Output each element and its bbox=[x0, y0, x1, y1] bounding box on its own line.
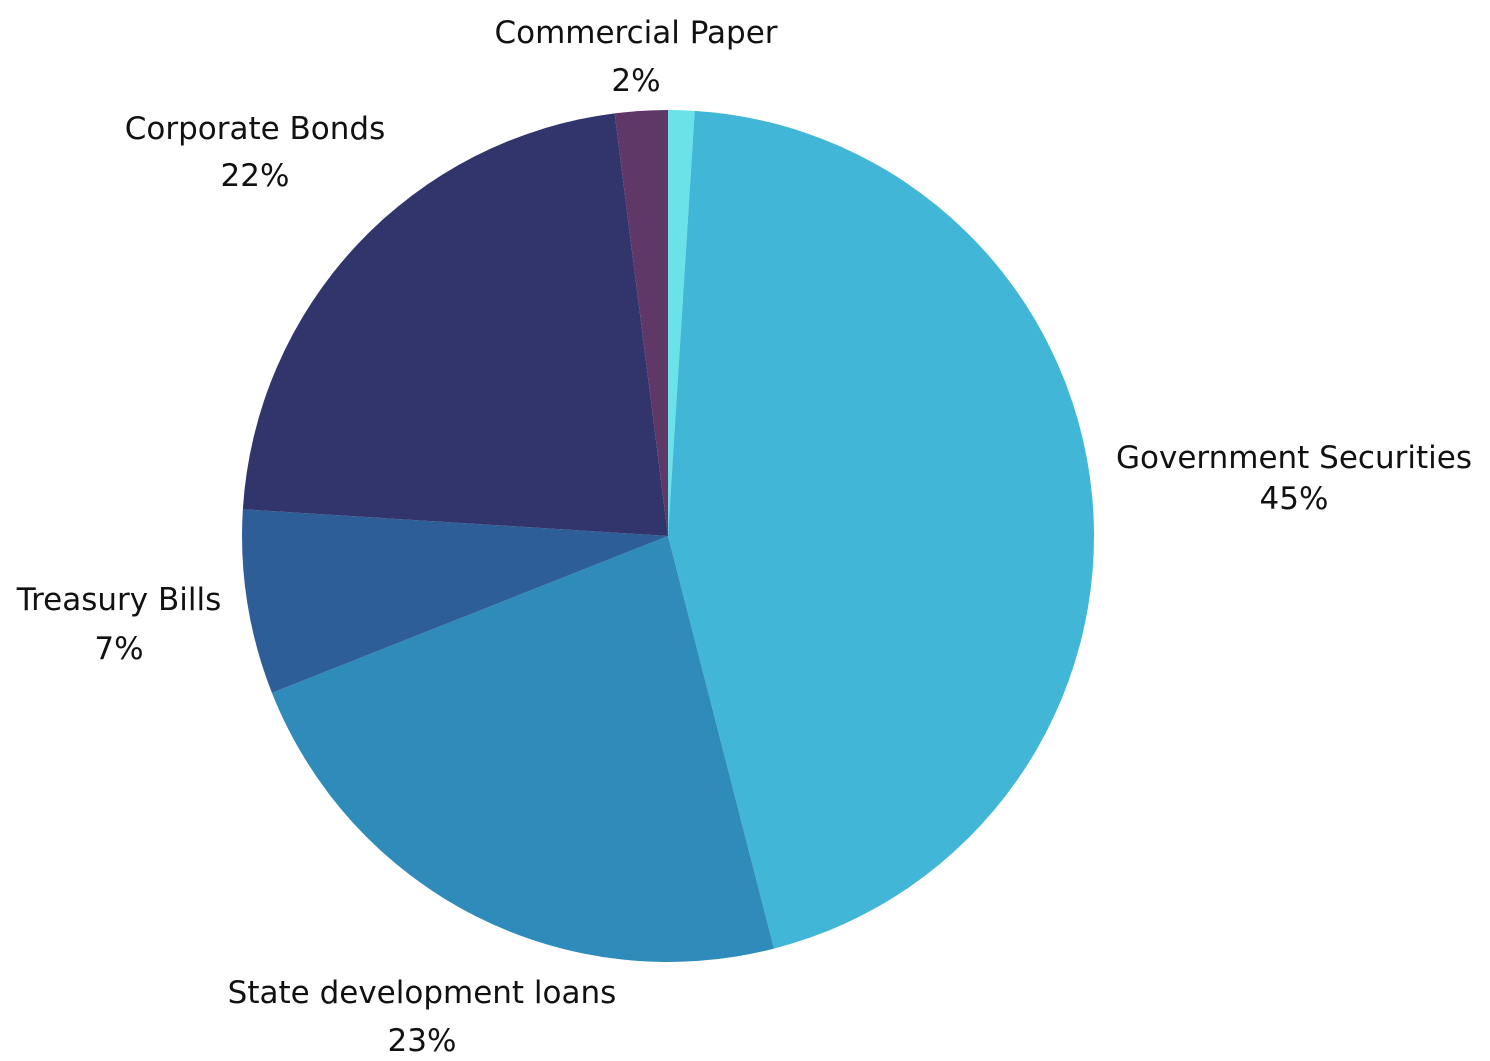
pie-slice-state-development-loans bbox=[271, 536, 774, 963]
percent-government-securities: 45% bbox=[1260, 481, 1329, 517]
pie-slice-commercial-paper bbox=[668, 110, 695, 536]
percent-commercial-paper: 2% bbox=[611, 63, 660, 99]
label-treasury-bills: Treasury Bills bbox=[16, 582, 222, 618]
label-state-development-loans: State development loans bbox=[228, 975, 617, 1011]
percent-corporate-bonds: 22% bbox=[221, 158, 290, 194]
label-government-securities: Government Securities bbox=[1116, 440, 1472, 476]
pie-slice-government-securities bbox=[668, 110, 1094, 949]
label-commercial-paper: Commercial Paper bbox=[494, 15, 777, 51]
label-corporate-bonds: Corporate Bonds bbox=[125, 111, 386, 147]
pie-slice-corporate-bonds bbox=[242, 113, 668, 537]
pie-slices bbox=[242, 110, 1094, 963]
pie-slice-other bbox=[614, 110, 668, 536]
percent-treasury-bills: 7% bbox=[94, 631, 143, 667]
pie-slice-treasury-bills bbox=[242, 509, 668, 693]
pie-labels: Commercial Paper 2% Government Securitie… bbox=[16, 15, 1472, 1059]
percent-state-development-loans: 23% bbox=[388, 1023, 457, 1059]
